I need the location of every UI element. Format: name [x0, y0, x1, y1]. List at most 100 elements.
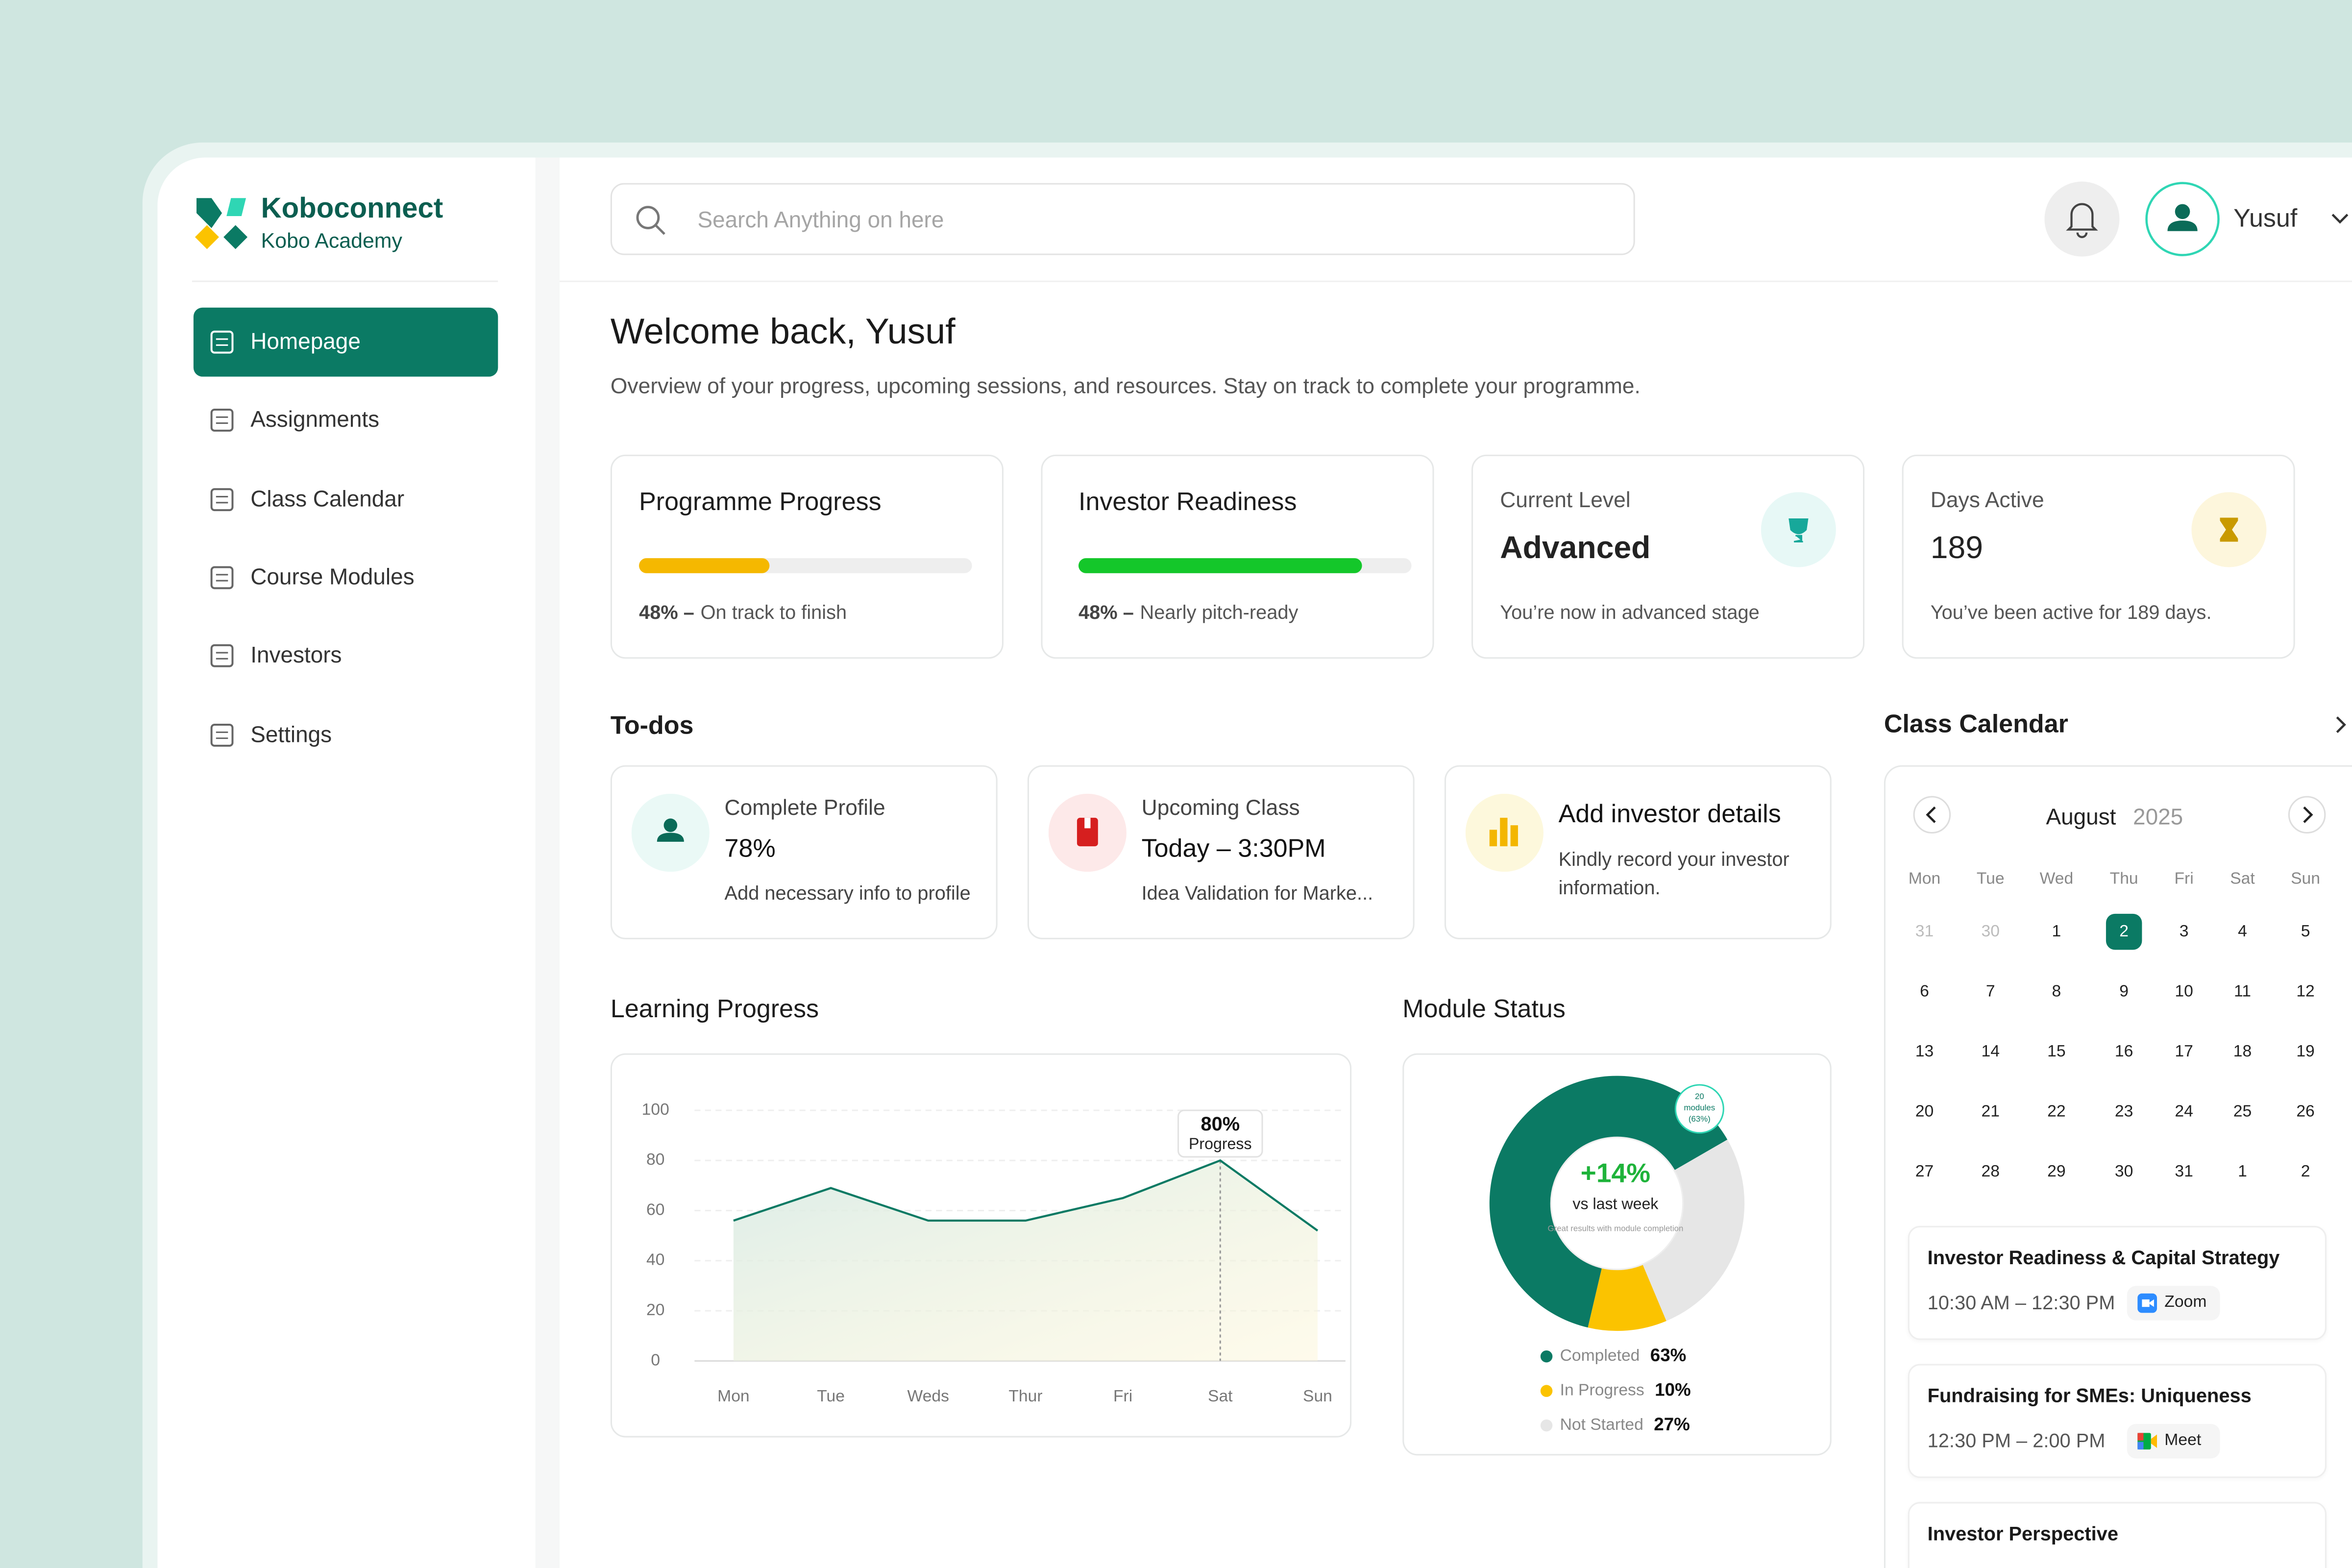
day[interactable]: 17 — [2175, 1043, 2193, 1061]
event-card[interactable] — [1908, 1502, 2327, 1568]
day[interactable]: 10 — [2175, 982, 2193, 1001]
nav-item[interactable]: Assignments — [250, 408, 380, 434]
todo-title: Complete Profile — [724, 797, 885, 821]
day[interactable]: 31 — [2175, 1163, 2193, 1181]
nav-active[interactable] — [193, 307, 498, 377]
nav-icon — [210, 488, 234, 511]
todo-icon — [1048, 793, 1127, 872]
weekday: Tue — [1976, 870, 2005, 888]
annotation-box — [1177, 1109, 1263, 1158]
event-card[interactable] — [1908, 1364, 2327, 1478]
day[interactable]: 5 — [2301, 923, 2310, 941]
section-title: Class Calendar — [1884, 710, 2068, 738]
todo-icon — [631, 793, 710, 872]
todo-note: Kindly record your investor information. — [1558, 848, 1789, 899]
nav-item[interactable]: Course Modules — [250, 564, 415, 590]
annotation-value: 80% — [1200, 1113, 1240, 1135]
brand-name: Koboconnect — [261, 194, 443, 225]
user-name: Yusuf — [2233, 204, 2298, 233]
day[interactable]: 1 — [2052, 923, 2061, 941]
day[interactable]: 6 — [1920, 982, 1929, 1001]
day[interactable]: 21 — [1981, 1102, 2000, 1121]
day[interactable]: 23 — [2114, 1102, 2133, 1121]
badge — [1674, 1084, 1724, 1134]
day[interactable]: 8 — [2052, 982, 2061, 1001]
search-box[interactable] — [610, 183, 1635, 255]
day[interactable]: 4 — [2238, 923, 2247, 941]
day[interactable]: 30 — [2114, 1163, 2133, 1181]
app-icon — [2137, 1293, 2157, 1313]
event-title: Investor Readiness & Capital Strategy — [1927, 1246, 2280, 1269]
nav-icon — [210, 409, 234, 432]
day[interactable]: 31 — [1915, 923, 1934, 941]
day[interactable]: 9 — [2119, 982, 2129, 1001]
cal-prev[interactable] — [1912, 795, 1952, 834]
legend-value: 10% — [1655, 1379, 1691, 1399]
y-tick-label: 20 — [646, 1301, 664, 1319]
app-icon — [2137, 1433, 2157, 1450]
event-title: Fundraising for SMEs: Uniqueness — [1927, 1384, 2252, 1407]
day[interactable]: 24 — [2175, 1102, 2193, 1121]
nav-item[interactable]: Settings — [250, 721, 332, 747]
day[interactable]: 12 — [2296, 982, 2315, 1001]
divider — [192, 280, 498, 282]
x-tick-label: Weds — [907, 1387, 949, 1405]
day[interactable]: 25 — [2233, 1102, 2252, 1121]
cal-year: 2025 — [2133, 805, 2183, 831]
badge-text: 20 — [1695, 1092, 1704, 1101]
welcome-title: Welcome back, Yusuf — [610, 312, 956, 353]
avatar[interactable] — [2145, 182, 2220, 257]
day[interactable]: 16 — [2114, 1043, 2133, 1061]
day[interactable]: 20 — [1915, 1102, 1934, 1121]
divider — [559, 280, 2352, 282]
chart-title: Module Status — [1402, 995, 1566, 1024]
nav-item[interactable]: Class Calendar — [250, 486, 405, 512]
legend-value: 63% — [1650, 1345, 1687, 1365]
bell[interactable] — [2044, 181, 2120, 257]
nav-item[interactable]: Homepage — [250, 329, 361, 355]
day[interactable]: 18 — [2233, 1043, 2252, 1061]
legend-label: Not Started — [1560, 1416, 1643, 1434]
stat-card — [1041, 454, 1434, 659]
day[interactable]: 22 — [2047, 1102, 2066, 1121]
day[interactable]: 11 — [2234, 982, 2251, 1001]
day[interactable]: 28 — [1981, 1163, 2000, 1181]
day[interactable]: 30 — [1981, 923, 2000, 941]
stat-value: Advanced — [1500, 531, 1651, 566]
day[interactable]: 1 — [2238, 1163, 2247, 1181]
weekday: Thu — [2109, 870, 2138, 888]
chevron[interactable] — [2332, 714, 2348, 735]
search-icon — [636, 206, 665, 235]
day[interactable]: 15 — [2047, 1043, 2066, 1061]
nav-item[interactable]: Investors — [250, 643, 342, 669]
cal-next[interactable] — [2287, 795, 2327, 834]
donut-slice — [1489, 1076, 1728, 1328]
todo-title: Upcoming Class — [1141, 797, 1300, 821]
legend-label: Completed — [1560, 1347, 1640, 1365]
day[interactable]: 29 — [2047, 1163, 2066, 1181]
weekday: Mon — [1908, 870, 1941, 888]
stat-icon — [1761, 492, 1836, 567]
todo-note: Add necessary info to profile — [724, 882, 971, 904]
day[interactable]: 3 — [2179, 923, 2189, 941]
todo-value: 78% — [724, 834, 776, 863]
event-card[interactable] — [1908, 1225, 2327, 1340]
day[interactable]: 19 — [2296, 1043, 2315, 1061]
day[interactable]: 26 — [2296, 1102, 2315, 1121]
legend-swatch — [1540, 1385, 1553, 1397]
day[interactable]: 7 — [1985, 982, 1995, 1001]
x-tick-label: Sat — [1208, 1387, 1233, 1405]
y-tick-label: 0 — [651, 1351, 660, 1369]
day[interactable]: 13 — [1915, 1043, 1934, 1061]
selected-day — [2106, 913, 2142, 950]
day[interactable]: 2 — [2119, 923, 2129, 941]
day[interactable]: 2 — [2301, 1163, 2310, 1181]
event-time: 12:30 PM – 2:00 PM — [1927, 1429, 2106, 1452]
day[interactable]: 14 — [1981, 1043, 2000, 1061]
y-tick-label: 100 — [642, 1101, 669, 1119]
chevron[interactable] — [2329, 210, 2351, 228]
day[interactable]: 27 — [1915, 1163, 1934, 1181]
area — [733, 1160, 1318, 1361]
event-app: Meet — [2164, 1431, 2202, 1450]
